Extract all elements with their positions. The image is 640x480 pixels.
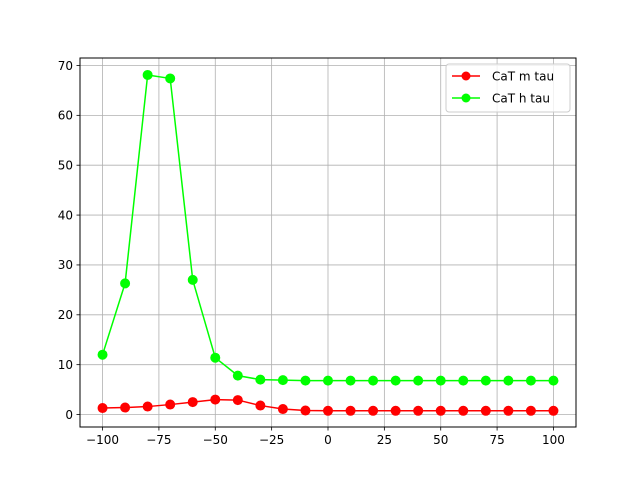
- x-tick-label: −25: [259, 433, 284, 447]
- y-tick-label: 40: [58, 208, 73, 222]
- x-tick-label: 75: [489, 433, 504, 447]
- data-point-cat-h-tau: [480, 375, 491, 386]
- data-point-cat-m-tau: [97, 403, 108, 414]
- data-point-cat-m-tau: [390, 405, 401, 416]
- data-point-cat-h-tau: [187, 274, 198, 285]
- data-point-cat-m-tau: [232, 395, 243, 406]
- data-point-cat-m-tau: [300, 405, 311, 416]
- data-point-cat-m-tau: [255, 400, 266, 411]
- data-point-cat-h-tau: [300, 375, 311, 386]
- data-point-cat-h-tau: [165, 73, 176, 84]
- data-point-cat-m-tau: [165, 399, 176, 410]
- series-layer: [97, 69, 559, 416]
- data-point-cat-m-tau: [503, 405, 514, 416]
- data-point-cat-m-tau: [187, 397, 198, 408]
- data-point-cat-h-tau: [503, 375, 514, 386]
- data-point-cat-h-tau: [548, 375, 559, 386]
- data-point-cat-m-tau: [345, 405, 356, 416]
- legend-marker-cat-m-tau: [461, 71, 471, 81]
- x-tick-label: 100: [542, 433, 565, 447]
- data-point-cat-m-tau: [458, 405, 469, 416]
- data-point-cat-h-tau: [413, 375, 424, 386]
- x-tick-label: −50: [203, 433, 228, 447]
- x-tick-label: −75: [146, 433, 171, 447]
- data-point-cat-m-tau: [548, 405, 559, 416]
- data-point-cat-m-tau: [435, 405, 446, 416]
- data-point-cat-m-tau: [368, 405, 379, 416]
- data-point-cat-h-tau: [255, 374, 266, 385]
- y-tick-label: 20: [58, 308, 73, 322]
- data-point-cat-h-tau: [390, 375, 401, 386]
- x-tick-label: 0: [324, 433, 332, 447]
- data-point-cat-m-tau: [525, 405, 536, 416]
- data-point-cat-h-tau: [368, 375, 379, 386]
- data-point-cat-h-tau: [97, 349, 108, 360]
- y-tick-label: 0: [65, 408, 73, 422]
- data-point-cat-h-tau: [323, 375, 333, 386]
- data-point-cat-h-tau: [525, 375, 536, 386]
- legend: CaT m tau CaT h tau: [445, 63, 571, 113]
- data-point-cat-m-tau: [323, 405, 333, 416]
- x-tick-label: 50: [433, 433, 448, 447]
- legend-label-cat-m-tau: CaT m tau: [492, 69, 554, 83]
- data-point-cat-m-tau: [480, 405, 491, 416]
- data-point-cat-h-tau: [435, 375, 446, 386]
- data-point-cat-h-tau: [345, 375, 356, 386]
- data-point-cat-h-tau: [232, 370, 243, 381]
- data-point-cat-m-tau: [142, 401, 153, 412]
- y-tick-label: 70: [58, 59, 73, 73]
- data-point-cat-m-tau: [210, 394, 221, 405]
- x-tick-label: −100: [86, 433, 119, 447]
- y-tick-label: 30: [58, 258, 73, 272]
- legend-label-cat-h-tau: CaT h tau: [492, 91, 550, 105]
- data-point-cat-h-tau: [277, 375, 288, 386]
- x-tick-label: 25: [377, 433, 392, 447]
- data-point-cat-h-tau: [458, 375, 469, 386]
- data-point-cat-m-tau: [277, 404, 288, 415]
- legend-marker-cat-h-tau: [461, 93, 471, 103]
- data-point-cat-m-tau: [413, 405, 424, 416]
- y-tick-label: 10: [58, 358, 73, 372]
- data-point-cat-h-tau: [120, 278, 131, 289]
- y-tick-label: 60: [58, 109, 73, 123]
- data-point-cat-h-tau: [142, 69, 153, 80]
- y-tick-label: 50: [58, 159, 73, 173]
- data-point-cat-m-tau: [120, 402, 131, 413]
- data-point-cat-h-tau: [210, 352, 221, 363]
- ticks: −100 −75 −50 −25 0 25 50 75 100 0 10 20 30 40 50 60 70: [58, 59, 565, 447]
